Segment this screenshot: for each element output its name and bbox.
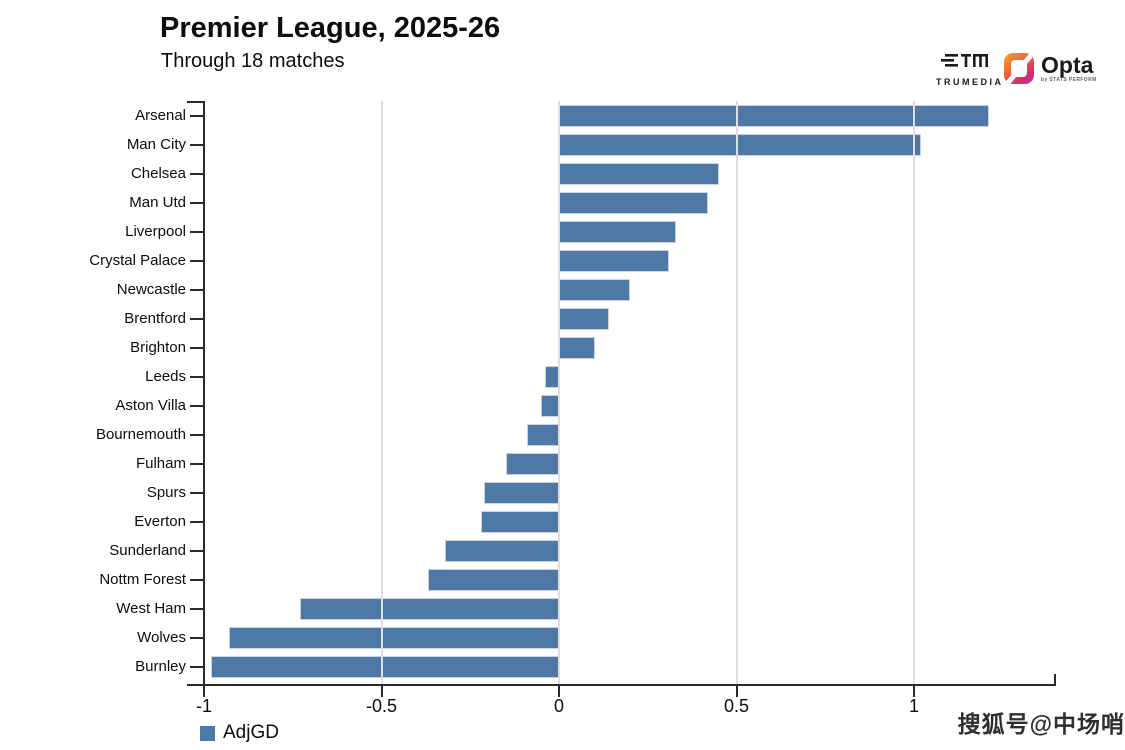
y-axis-tick-nottm-forest [190,578,204,581]
x-axis-tick--0.5 [380,686,383,697]
y-axis-tick-spurs [190,491,204,494]
bar-man-city [559,133,922,156]
trumedia-mark-icon [939,54,991,75]
x-axis-right-cap [1054,674,1056,686]
bar-nottm-forest [427,568,559,591]
bar-burnley [211,655,559,678]
chart-title: Premier League, 2025-26 [160,12,501,44]
category-label-sunderland: Sunderland [109,541,186,559]
category-label-fulham: Fulham [135,454,186,472]
category-label-brentford: Brentford [124,309,186,327]
category-label-arsenal: Arsenal [135,106,186,124]
category-label-liverpool: Liverpool [125,222,186,240]
bar-aston-villa [541,394,559,417]
opta-ring-icon [1004,53,1034,84]
bar-chelsea [559,162,719,185]
y-axis-tick-sunderland [190,549,204,552]
category-label-crystal-palace: Crystal Palace [89,251,186,269]
y-axis-tick-fulham [190,462,204,465]
y-axis-tick-chelsea [190,172,204,175]
y-axis-line [203,101,205,684]
x-axis-line [187,684,1056,686]
bar-spurs [484,481,559,504]
trumedia-logo: TRUMEDIA [936,53,1004,87]
watermark-text: 搜狐号@中场哨 [957,711,1125,737]
opta-subtext: by STATS PERFORM [1041,77,1097,83]
y-axis-tick-crystal-palace [190,259,204,262]
chart-legend: AdjGD [200,722,279,744]
category-label-burnley: Burnley [135,657,186,675]
chart-subtitle: Through 18 matches [161,50,345,72]
trumedia-wordmark: TRUMEDIA [936,77,1004,87]
bar-fulham [505,452,559,475]
x-axis-label-1: 1 [908,696,919,716]
bar-man-utd [559,191,709,214]
category-label-spurs: Spurs [146,483,186,501]
bar-everton [480,510,559,533]
bar-leeds [544,365,559,388]
gridline-0.5 [735,101,738,684]
category-label-leeds: Leeds [145,367,186,385]
y-axis-tick-arsenal [190,114,204,117]
x-axis-label--1: -1 [195,696,212,716]
y-axis-top-cap [187,101,204,103]
y-axis-tick-man-utd [190,201,204,204]
y-axis-tick-leeds [190,375,204,378]
y-axis-tick-brighton [190,346,204,349]
bar-west-ham [299,597,559,620]
category-label-everton: Everton [134,512,186,530]
y-axis-tick-newcastle [190,288,204,291]
y-axis-tick-bournemouth [190,433,204,436]
legend-swatch-adjgd [200,725,215,741]
x-axis-tick-0.5 [735,686,738,697]
y-axis-tick-west-ham [190,607,204,610]
y-axis-tick-burnley [190,665,204,668]
bar-sunderland [445,539,559,562]
bar-arsenal [559,104,989,127]
x-axis-label--0.5: -0.5 [365,696,398,716]
bar-brighton [559,336,595,359]
category-label-man-utd: Man Utd [129,193,186,211]
gridline-0 [558,101,560,684]
y-axis-tick-liverpool [190,230,204,233]
bar-crystal-palace [559,249,670,272]
category-label-man-city: Man City [126,135,186,153]
gridline-1 [913,101,915,684]
y-axis-tick-brentford [190,317,204,320]
opta-logo: Opta by STATS PERFORM [1004,53,1097,84]
category-label-west-ham: West Ham [116,599,186,617]
y-axis-tick-wolves [190,636,204,639]
opta-wordmark: Opta [1041,52,1094,78]
category-label-newcastle: Newcastle [116,280,186,298]
x-axis-tick--1 [203,686,205,697]
category-label-bournemouth: Bournemouth [95,425,186,443]
x-axis-label-0.5: 0.5 [723,696,750,716]
bar-newcastle [559,278,630,301]
category-label-wolves: Wolves [137,628,186,646]
bar-wolves [228,626,559,649]
x-axis-tick-0 [558,686,560,697]
bar-liverpool [559,220,677,243]
x-axis-tick-1 [913,686,915,697]
y-axis-tick-aston-villa [190,404,204,407]
y-axis-tick-man-city [190,143,204,146]
y-axis-tick-everton [190,520,204,523]
category-label-brighton: Brighton [130,338,186,356]
bar-bournemouth [527,423,559,446]
gridline--0.5 [380,101,383,684]
legend-label-adjgd: AdjGD [223,722,279,743]
x-axis-label-0: 0 [553,696,564,716]
category-label-nottm-forest: Nottm Forest [99,570,186,588]
category-label-aston-villa: Aston Villa [115,396,186,414]
opta-text: Opta by STATS PERFORM [1041,52,1097,84]
bar-brentford [559,307,609,330]
category-label-chelsea: Chelsea [130,164,186,182]
